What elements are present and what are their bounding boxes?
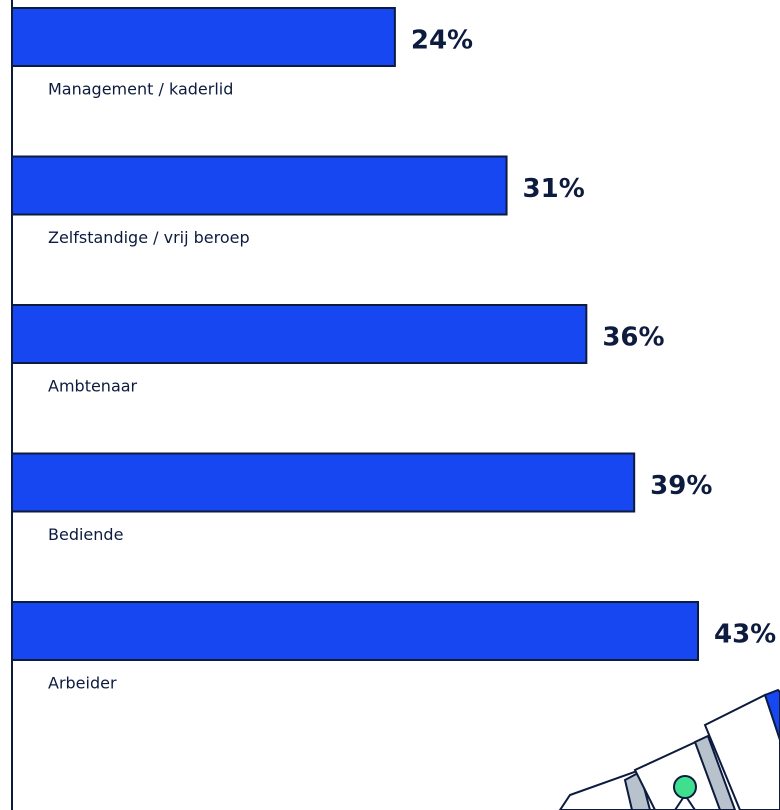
- value-label: 31%: [523, 174, 585, 204]
- bar: [11, 155, 508, 216]
- bar: [11, 452, 636, 513]
- value-label: 39%: [650, 471, 712, 501]
- value-label: 24%: [411, 26, 473, 56]
- telescope-illustration: [558, 688, 780, 810]
- bar: [11, 601, 699, 661]
- value-label: 43%: [714, 620, 776, 650]
- value-label: 36%: [602, 323, 664, 353]
- category-label: Management / kaderlid: [48, 80, 233, 99]
- category-label: Zelfstandige / vrij beroep: [48, 228, 250, 247]
- category-label: Ambtenaar: [48, 377, 138, 396]
- category-label: Bediende: [48, 525, 123, 544]
- bar: [11, 7, 396, 67]
- category-label: Arbeider: [48, 674, 117, 693]
- bar: [11, 304, 588, 364]
